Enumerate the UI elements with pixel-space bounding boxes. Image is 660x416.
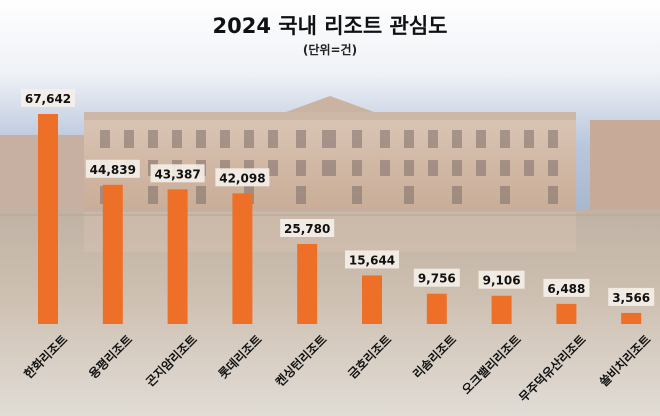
data-label-2: 43,387 bbox=[154, 167, 200, 181]
bar-9 bbox=[621, 312, 642, 324]
category-label-1: 용평리조트 bbox=[86, 332, 136, 382]
data-label-bg-7 bbox=[478, 270, 525, 289]
bar-2 bbox=[167, 189, 188, 324]
data-label-bg-4 bbox=[280, 218, 335, 237]
category-label-5: 금호리조트 bbox=[345, 332, 395, 382]
data-label-6: 9,756 bbox=[418, 272, 456, 286]
category-label-3: 롯데리조트 bbox=[215, 332, 265, 382]
data-label-bg-5 bbox=[345, 250, 399, 269]
data-label-bg-2 bbox=[150, 164, 205, 183]
data-label-0: 67,642 bbox=[25, 92, 71, 106]
bar-8 bbox=[556, 303, 577, 324]
data-label-4: 25,780 bbox=[284, 222, 330, 236]
bar-4 bbox=[297, 243, 318, 324]
bar-7 bbox=[491, 295, 512, 324]
data-label-bg-9 bbox=[608, 287, 655, 306]
chart-title: 2024 국내 리조트 관심도 bbox=[212, 14, 448, 38]
category-label-6: 리솜리조트 bbox=[410, 332, 460, 382]
chart-subtitle: (단위=건) bbox=[302, 43, 358, 57]
data-label-bg-6 bbox=[413, 268, 460, 287]
category-label-4: 켄싱턴리조트 bbox=[272, 332, 329, 389]
data-label-bg-0 bbox=[21, 89, 75, 107]
bar-5 bbox=[362, 275, 382, 324]
category-label-0: 한화리조트 bbox=[21, 332, 71, 382]
data-label-bg-1 bbox=[85, 159, 140, 178]
category-label-7: 오크밸리리조트 bbox=[459, 332, 524, 397]
data-label-7: 9,106 bbox=[483, 274, 521, 288]
data-label-8: 6,488 bbox=[547, 282, 585, 296]
data-label-3: 42,098 bbox=[219, 171, 265, 185]
bar-1 bbox=[102, 184, 123, 324]
bar-0 bbox=[38, 114, 58, 324]
data-label-5: 15,644 bbox=[349, 253, 395, 267]
category-label-2: 곤지암리조트 bbox=[142, 332, 199, 389]
data-label-bg-8 bbox=[543, 278, 590, 297]
bar-6 bbox=[426, 293, 447, 324]
bar-3 bbox=[232, 193, 253, 324]
category-label-8: 무주덕유산리조트 bbox=[516, 332, 589, 405]
data-label-bg-3 bbox=[215, 168, 270, 187]
data-label-1: 44,839 bbox=[90, 163, 136, 177]
category-label-9: 쏠비치리조트 bbox=[596, 332, 653, 389]
data-label-9: 3,566 bbox=[612, 291, 650, 305]
